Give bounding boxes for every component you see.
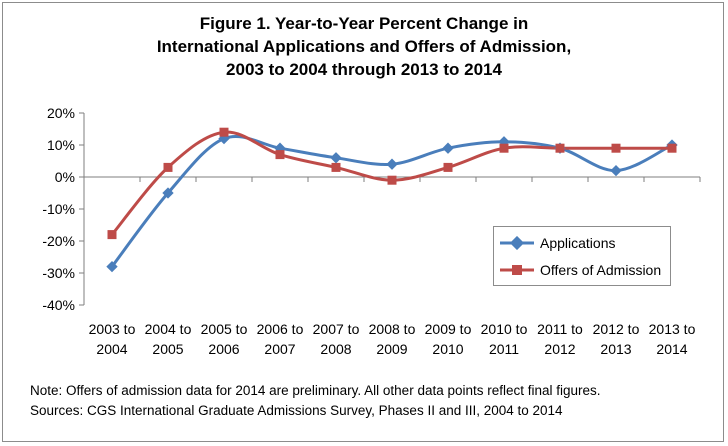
x-tick-label: 2004 to bbox=[145, 321, 192, 337]
legend-label-applications: Applications bbox=[540, 235, 616, 251]
y-tick-label: 10% bbox=[47, 137, 75, 153]
chart-title-line-1: Figure 1. Year-to-Year Percent Change in bbox=[199, 14, 529, 33]
applications-point bbox=[386, 158, 398, 170]
legend-item-applications: Applications bbox=[500, 233, 616, 253]
x-tick-label: 2009 bbox=[376, 341, 407, 357]
series-markers bbox=[106, 127, 678, 273]
legend-label-offers: Offers of Admission bbox=[540, 262, 662, 278]
legend: Applications Offers of Admission bbox=[493, 226, 671, 286]
legend-swatch-applications bbox=[500, 236, 534, 250]
series-line-offers bbox=[110, 130, 672, 236]
y-tick-label: -40% bbox=[42, 297, 75, 313]
chart-title-line-2: International Applications and Offers of… bbox=[156, 37, 572, 56]
x-tick-label: 2005 to bbox=[201, 321, 248, 337]
chart-title: Figure 1. Year-to-Year Percent Change in… bbox=[0, 12, 728, 81]
x-tick-label: 2011 to bbox=[537, 321, 583, 337]
x-tick-label: 2006 bbox=[208, 341, 239, 357]
applications-point bbox=[330, 152, 342, 164]
offers-point bbox=[667, 143, 677, 153]
x-tick-label: 2005 bbox=[152, 341, 183, 357]
note-text: Note: Offers of admission data for 2014 … bbox=[30, 383, 601, 398]
offers-point bbox=[387, 175, 397, 185]
offers-point bbox=[499, 143, 509, 153]
applications-point bbox=[442, 142, 454, 154]
x-tick-label: 2013 bbox=[600, 341, 631, 357]
x-tick-label: 2004 bbox=[96, 341, 127, 357]
applications-point bbox=[610, 164, 622, 177]
x-tick-label: 2011 bbox=[489, 341, 519, 357]
offers-point bbox=[555, 143, 565, 153]
x-tick-label: 2014 bbox=[656, 341, 687, 357]
y-tick-label: 20% bbox=[47, 105, 75, 121]
offers-point bbox=[163, 162, 173, 172]
x-tick-label: 2012 bbox=[544, 341, 575, 357]
y-tick-label: -20% bbox=[42, 233, 75, 249]
offers-point bbox=[611, 143, 621, 153]
x-tick-label: 2010 to bbox=[481, 321, 528, 337]
x-tick-label: 2008 bbox=[320, 341, 351, 357]
x-tick-label: 2010 bbox=[432, 341, 463, 357]
x-tick-label: 2007 bbox=[264, 341, 295, 357]
y-tick-label: -30% bbox=[42, 265, 75, 281]
x-tick-label: 2009 to bbox=[425, 321, 472, 337]
chart-title-line-3: 2003 to 2004 through 2013 to 2014 bbox=[226, 60, 502, 79]
offers-point bbox=[443, 162, 453, 172]
chart-axes: 20% 10% 0% -10% -20% -30% -40% 2003 to 2004 2004 … bbox=[42, 105, 701, 357]
x-tick-label: 2003 to bbox=[89, 321, 136, 337]
y-tick-label: 0% bbox=[55, 169, 75, 185]
x-tick-label: 2008 to bbox=[369, 321, 416, 337]
offers-point bbox=[219, 127, 229, 137]
x-tick-label: 2012 to bbox=[593, 321, 640, 337]
offers-point bbox=[275, 150, 285, 160]
offers-point bbox=[107, 230, 117, 240]
legend-swatch-offers bbox=[500, 265, 534, 275]
x-tick-label: 2013 to bbox=[649, 321, 696, 337]
chart-notes: Note: Offers of admission data for 2014 … bbox=[30, 381, 601, 421]
legend-item-offers: Offers of Admission bbox=[500, 260, 661, 280]
applications-point bbox=[162, 187, 174, 199]
x-tick-label: 2007 to bbox=[313, 321, 360, 337]
source-text: Sources: CGS International Graduate Admi… bbox=[30, 403, 563, 418]
offers-point bbox=[331, 162, 341, 172]
x-tick-label: 2006 to bbox=[257, 321, 304, 337]
y-tick-label: -10% bbox=[42, 201, 75, 217]
